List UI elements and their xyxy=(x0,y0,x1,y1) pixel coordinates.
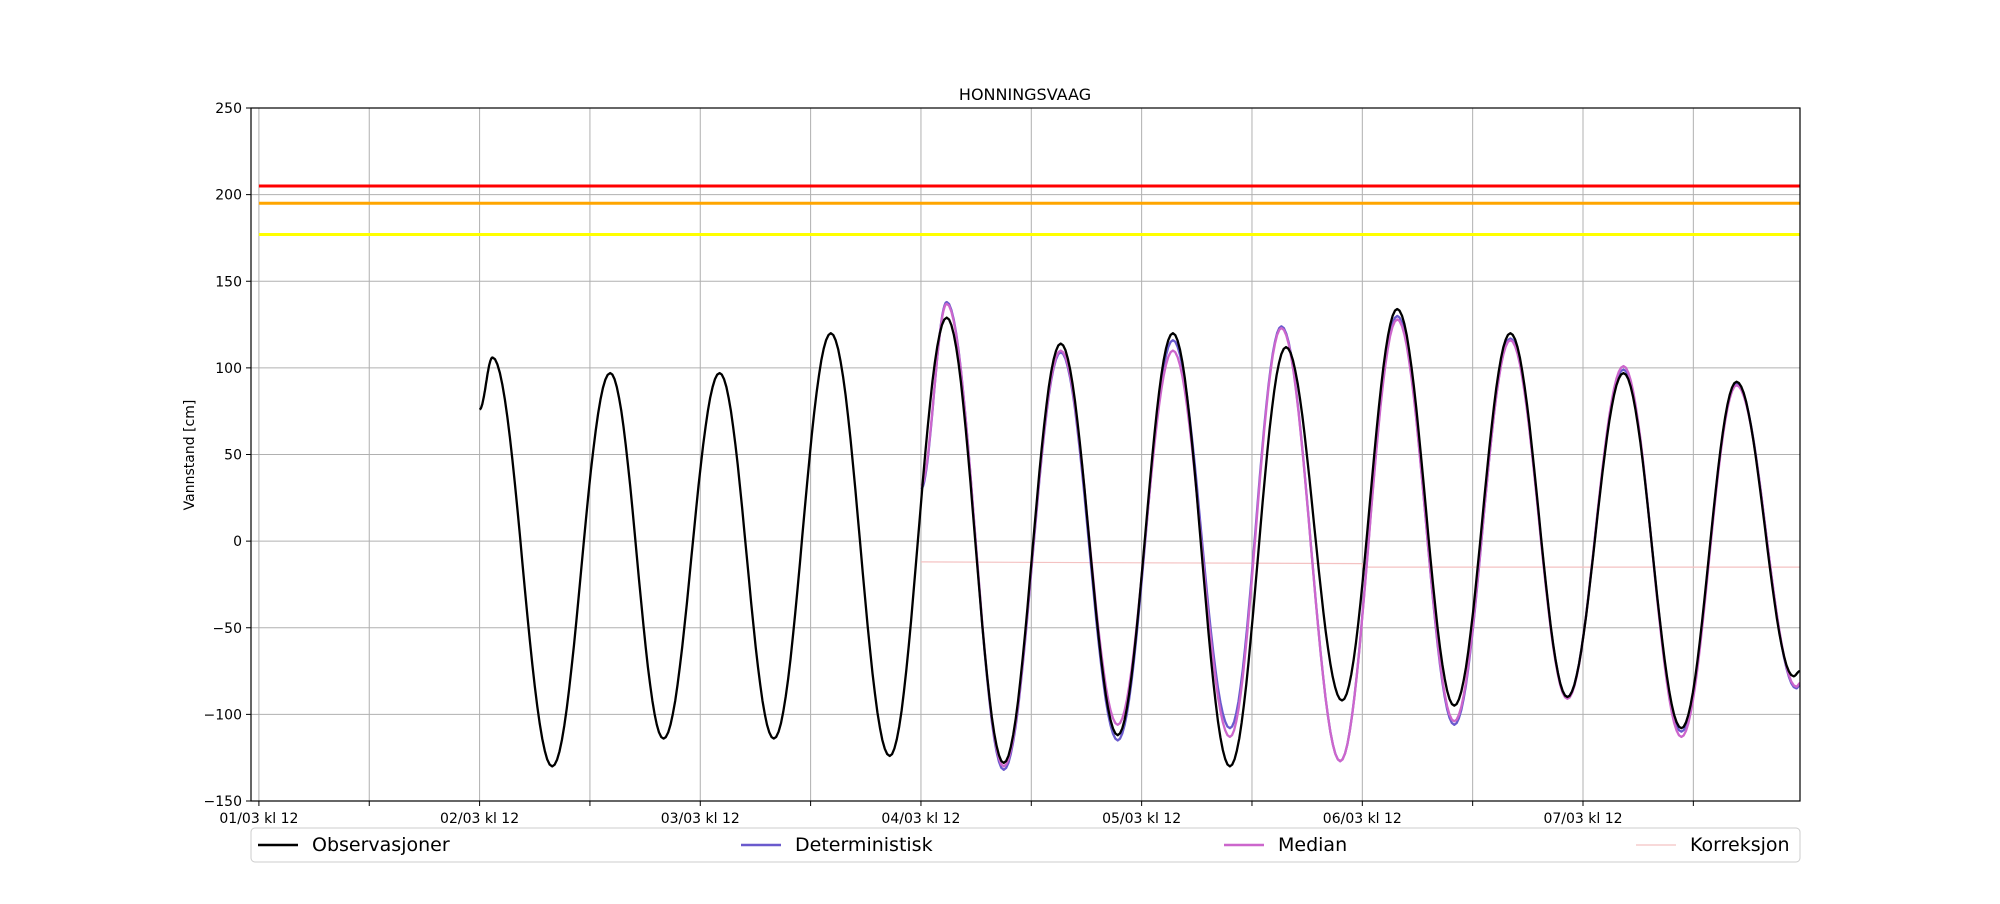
threshold-lines xyxy=(258,184,1800,236)
legend-frame xyxy=(250,827,1801,863)
legend-label: Median xyxy=(1278,834,1347,856)
x-tick-label: 06/03 kl 12 xyxy=(1323,811,1402,827)
y-tick-label: −50 xyxy=(212,621,242,637)
legend: Observasjoner Deterministisk Median Korreks… xyxy=(250,827,1801,863)
legend-label: Korreksjon xyxy=(1690,834,1790,856)
y-tick-label: 50 xyxy=(224,448,242,464)
axis-ticks: −150 −100 −50 0 50 100 150 200 250 01/03 kl 12 02/… xyxy=(204,101,1694,827)
y-tick-label: 100 xyxy=(215,361,242,377)
x-tick-label: 03/03 kl 12 xyxy=(661,811,740,827)
y-axis-label: Vannstand [cm] xyxy=(182,400,198,511)
x-tick-label: 01/03 kl 12 xyxy=(219,811,298,827)
legend-label: Deterministisk xyxy=(795,834,933,856)
x-tick-label: 02/03 kl 12 xyxy=(440,811,519,827)
x-tick-label: 05/03 kl 12 xyxy=(1102,811,1181,827)
chart-title: HONNINGSVAAG xyxy=(959,85,1091,104)
y-tick-label: 0 xyxy=(233,534,242,550)
series-lines xyxy=(478,300,1801,771)
y-tick-label: −150 xyxy=(204,794,242,810)
x-tick-label: 04/03 kl 12 xyxy=(881,811,960,827)
y-tick-label: −100 xyxy=(204,707,242,723)
series-korreksjon xyxy=(920,561,1800,568)
y-tick-label: 150 xyxy=(215,274,242,290)
x-tick-label: 07/03 kl 12 xyxy=(1543,811,1622,827)
y-tick-label: 200 xyxy=(215,188,242,204)
y-tick-label: 250 xyxy=(215,101,242,117)
legend-label: Observasjoner xyxy=(312,834,450,856)
series-observasjoner xyxy=(478,307,1801,768)
